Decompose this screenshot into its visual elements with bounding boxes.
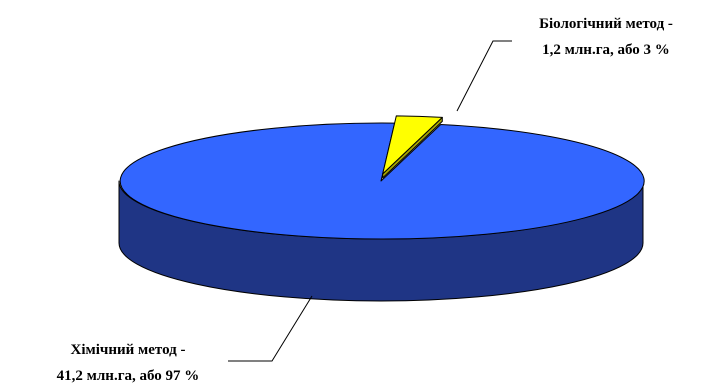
label-chemical-line2: 41,2 млн.га, або 97 %	[57, 368, 200, 384]
leader-line-biological	[456, 40, 512, 112]
label-chemical-line1: Хімічний метод -	[71, 342, 186, 358]
pie-slice-chemical-top	[119, 122, 645, 240]
label-biological-line2: 1,2 млн.га, або 3 %	[542, 42, 670, 58]
pie-slice-biological-top	[382, 115, 443, 175]
label-biological-line1: Біологічний метод -	[539, 16, 673, 32]
leader-line-chemical	[228, 295, 313, 362]
